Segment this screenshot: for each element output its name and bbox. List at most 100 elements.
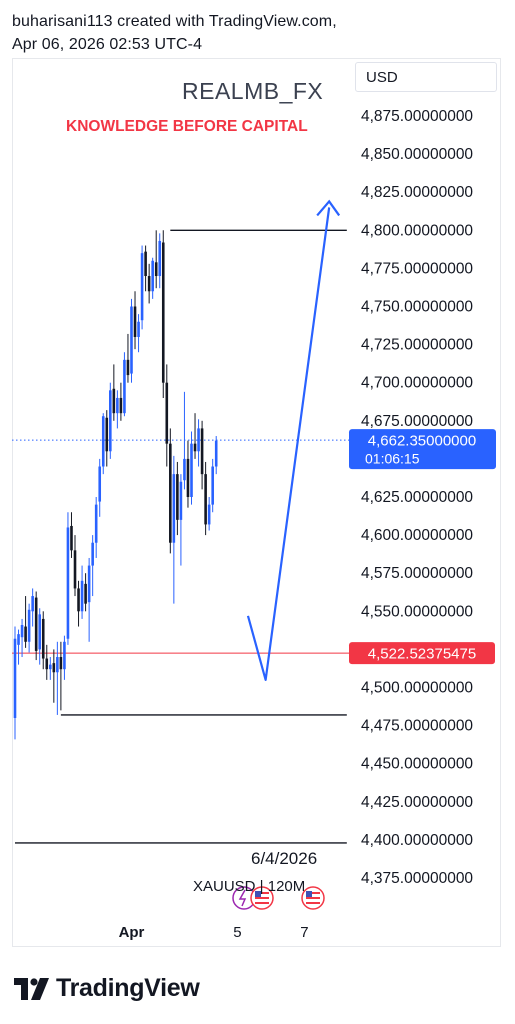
candle-body xyxy=(52,663,56,673)
candle-body xyxy=(154,262,158,277)
candle-body xyxy=(204,474,207,525)
candle-body xyxy=(211,466,214,505)
candle-body xyxy=(13,638,17,718)
candle-body xyxy=(161,242,165,383)
us-flag-icon xyxy=(306,892,320,894)
us-flag-icon xyxy=(255,897,269,899)
candle-body xyxy=(34,597,38,651)
candle-body xyxy=(172,474,176,543)
candle-body xyxy=(105,417,109,452)
candle-body xyxy=(179,481,183,520)
candle-body xyxy=(147,276,151,292)
y-tick-label: 4,375.00000000 xyxy=(361,870,473,887)
brand-label: REALMB_FX xyxy=(182,78,324,104)
candle-body xyxy=(77,588,80,612)
candle-body xyxy=(63,641,66,670)
candle-body xyxy=(190,443,193,497)
x-tick-label: Apr xyxy=(119,924,145,941)
y-tick-label: 4,700.00000000 xyxy=(361,375,473,392)
y-tick-label: 4,575.00000000 xyxy=(361,565,473,582)
candle-body xyxy=(27,609,31,642)
candle-body xyxy=(151,260,154,292)
candle-body xyxy=(158,240,162,277)
candle-body xyxy=(186,458,190,497)
candle-body xyxy=(126,359,130,376)
countdown-label: 01:06:15 xyxy=(365,451,420,467)
candle-body xyxy=(183,458,186,481)
us-flag-icon xyxy=(306,902,320,904)
horizontal-line-label: 4,522.52375475 xyxy=(368,646,476,663)
candle-body xyxy=(59,657,63,670)
arrow-head-icon xyxy=(316,199,341,217)
candle-body xyxy=(123,359,126,414)
candle-body xyxy=(200,428,204,475)
candle-body xyxy=(133,306,137,337)
y-tick-label: 4,425.00000000 xyxy=(361,794,473,811)
symbol-label: XAUUSD | 120M xyxy=(193,878,306,895)
horizontal-line-badge xyxy=(349,642,495,665)
tradingview-logo-icon xyxy=(14,977,49,1000)
candle-body xyxy=(137,321,140,337)
candle-body xyxy=(176,474,179,520)
candle-body xyxy=(24,626,27,642)
candle-body xyxy=(70,525,73,551)
candle-body xyxy=(101,416,105,467)
y-tick-label: 4,400.00000000 xyxy=(361,832,473,849)
candle-body xyxy=(91,542,94,566)
candle-body xyxy=(73,550,77,589)
y-tick-label: 4,875.00000000 xyxy=(361,108,473,125)
x-tick-label: 7 xyxy=(300,924,308,941)
candle-body xyxy=(169,443,172,543)
candle-body xyxy=(116,397,119,414)
candle-body xyxy=(197,428,200,452)
current-price-label: 4,662.35000000 xyxy=(368,433,476,450)
candle-body xyxy=(84,583,87,604)
y-tick-label: 4,600.00000000 xyxy=(361,527,473,544)
candle-body xyxy=(109,390,112,452)
us-flag-icon xyxy=(255,902,269,904)
y-tick-label: 4,450.00000000 xyxy=(361,756,473,773)
candle-body xyxy=(45,658,49,670)
y-tick-label: 4,850.00000000 xyxy=(361,146,473,163)
candle-body xyxy=(38,614,42,650)
candle-body xyxy=(112,388,116,414)
candle-body xyxy=(20,625,24,638)
candle-body xyxy=(56,657,59,673)
candle-body xyxy=(87,565,91,603)
header-author: buharisani113 created with TradingView.c… xyxy=(12,13,337,30)
y-tick-label: 4,675.00000000 xyxy=(361,413,473,430)
candle-body xyxy=(66,527,70,639)
header-timestamp: Apr 06, 2026 02:53 UTC-4 xyxy=(12,36,203,53)
y-tick-label: 4,825.00000000 xyxy=(361,184,473,201)
candle-body xyxy=(31,596,34,612)
us-flag-icon xyxy=(306,891,312,897)
y-tick-label: 4,775.00000000 xyxy=(361,260,473,277)
us-flag-icon xyxy=(255,891,261,897)
forecast-path xyxy=(246,207,331,681)
us-flag-icon xyxy=(255,892,269,894)
y-tick-label: 4,725.00000000 xyxy=(361,337,473,354)
candle-body xyxy=(193,443,197,452)
candle-body xyxy=(140,253,144,321)
candle-body xyxy=(119,397,123,414)
candle-body xyxy=(98,466,102,502)
tradingview-wordmark: TradingView xyxy=(56,974,200,1002)
candle-body xyxy=(94,504,98,543)
currency-selector[interactable]: USD xyxy=(355,62,497,92)
y-tick-label: 4,500.00000000 xyxy=(361,680,473,697)
candle-body xyxy=(49,664,52,670)
chart-frame xyxy=(12,58,501,947)
current-price-badge xyxy=(349,429,496,470)
candle-body xyxy=(130,306,133,374)
y-tick-label: 4,800.00000000 xyxy=(361,222,473,239)
flash-icon xyxy=(238,889,247,907)
tradingview-logo: TradingView xyxy=(14,974,200,1003)
candle-body xyxy=(165,382,169,444)
candle-body xyxy=(214,440,218,467)
candle-body xyxy=(144,251,147,277)
tagline-label: KNOWLEDGE BEFORE CAPITAL xyxy=(66,118,308,135)
candle-body xyxy=(41,618,45,659)
date-annotation: 6/4/2026 xyxy=(251,849,318,868)
y-tick-label: 4,475.00000000 xyxy=(361,718,473,735)
